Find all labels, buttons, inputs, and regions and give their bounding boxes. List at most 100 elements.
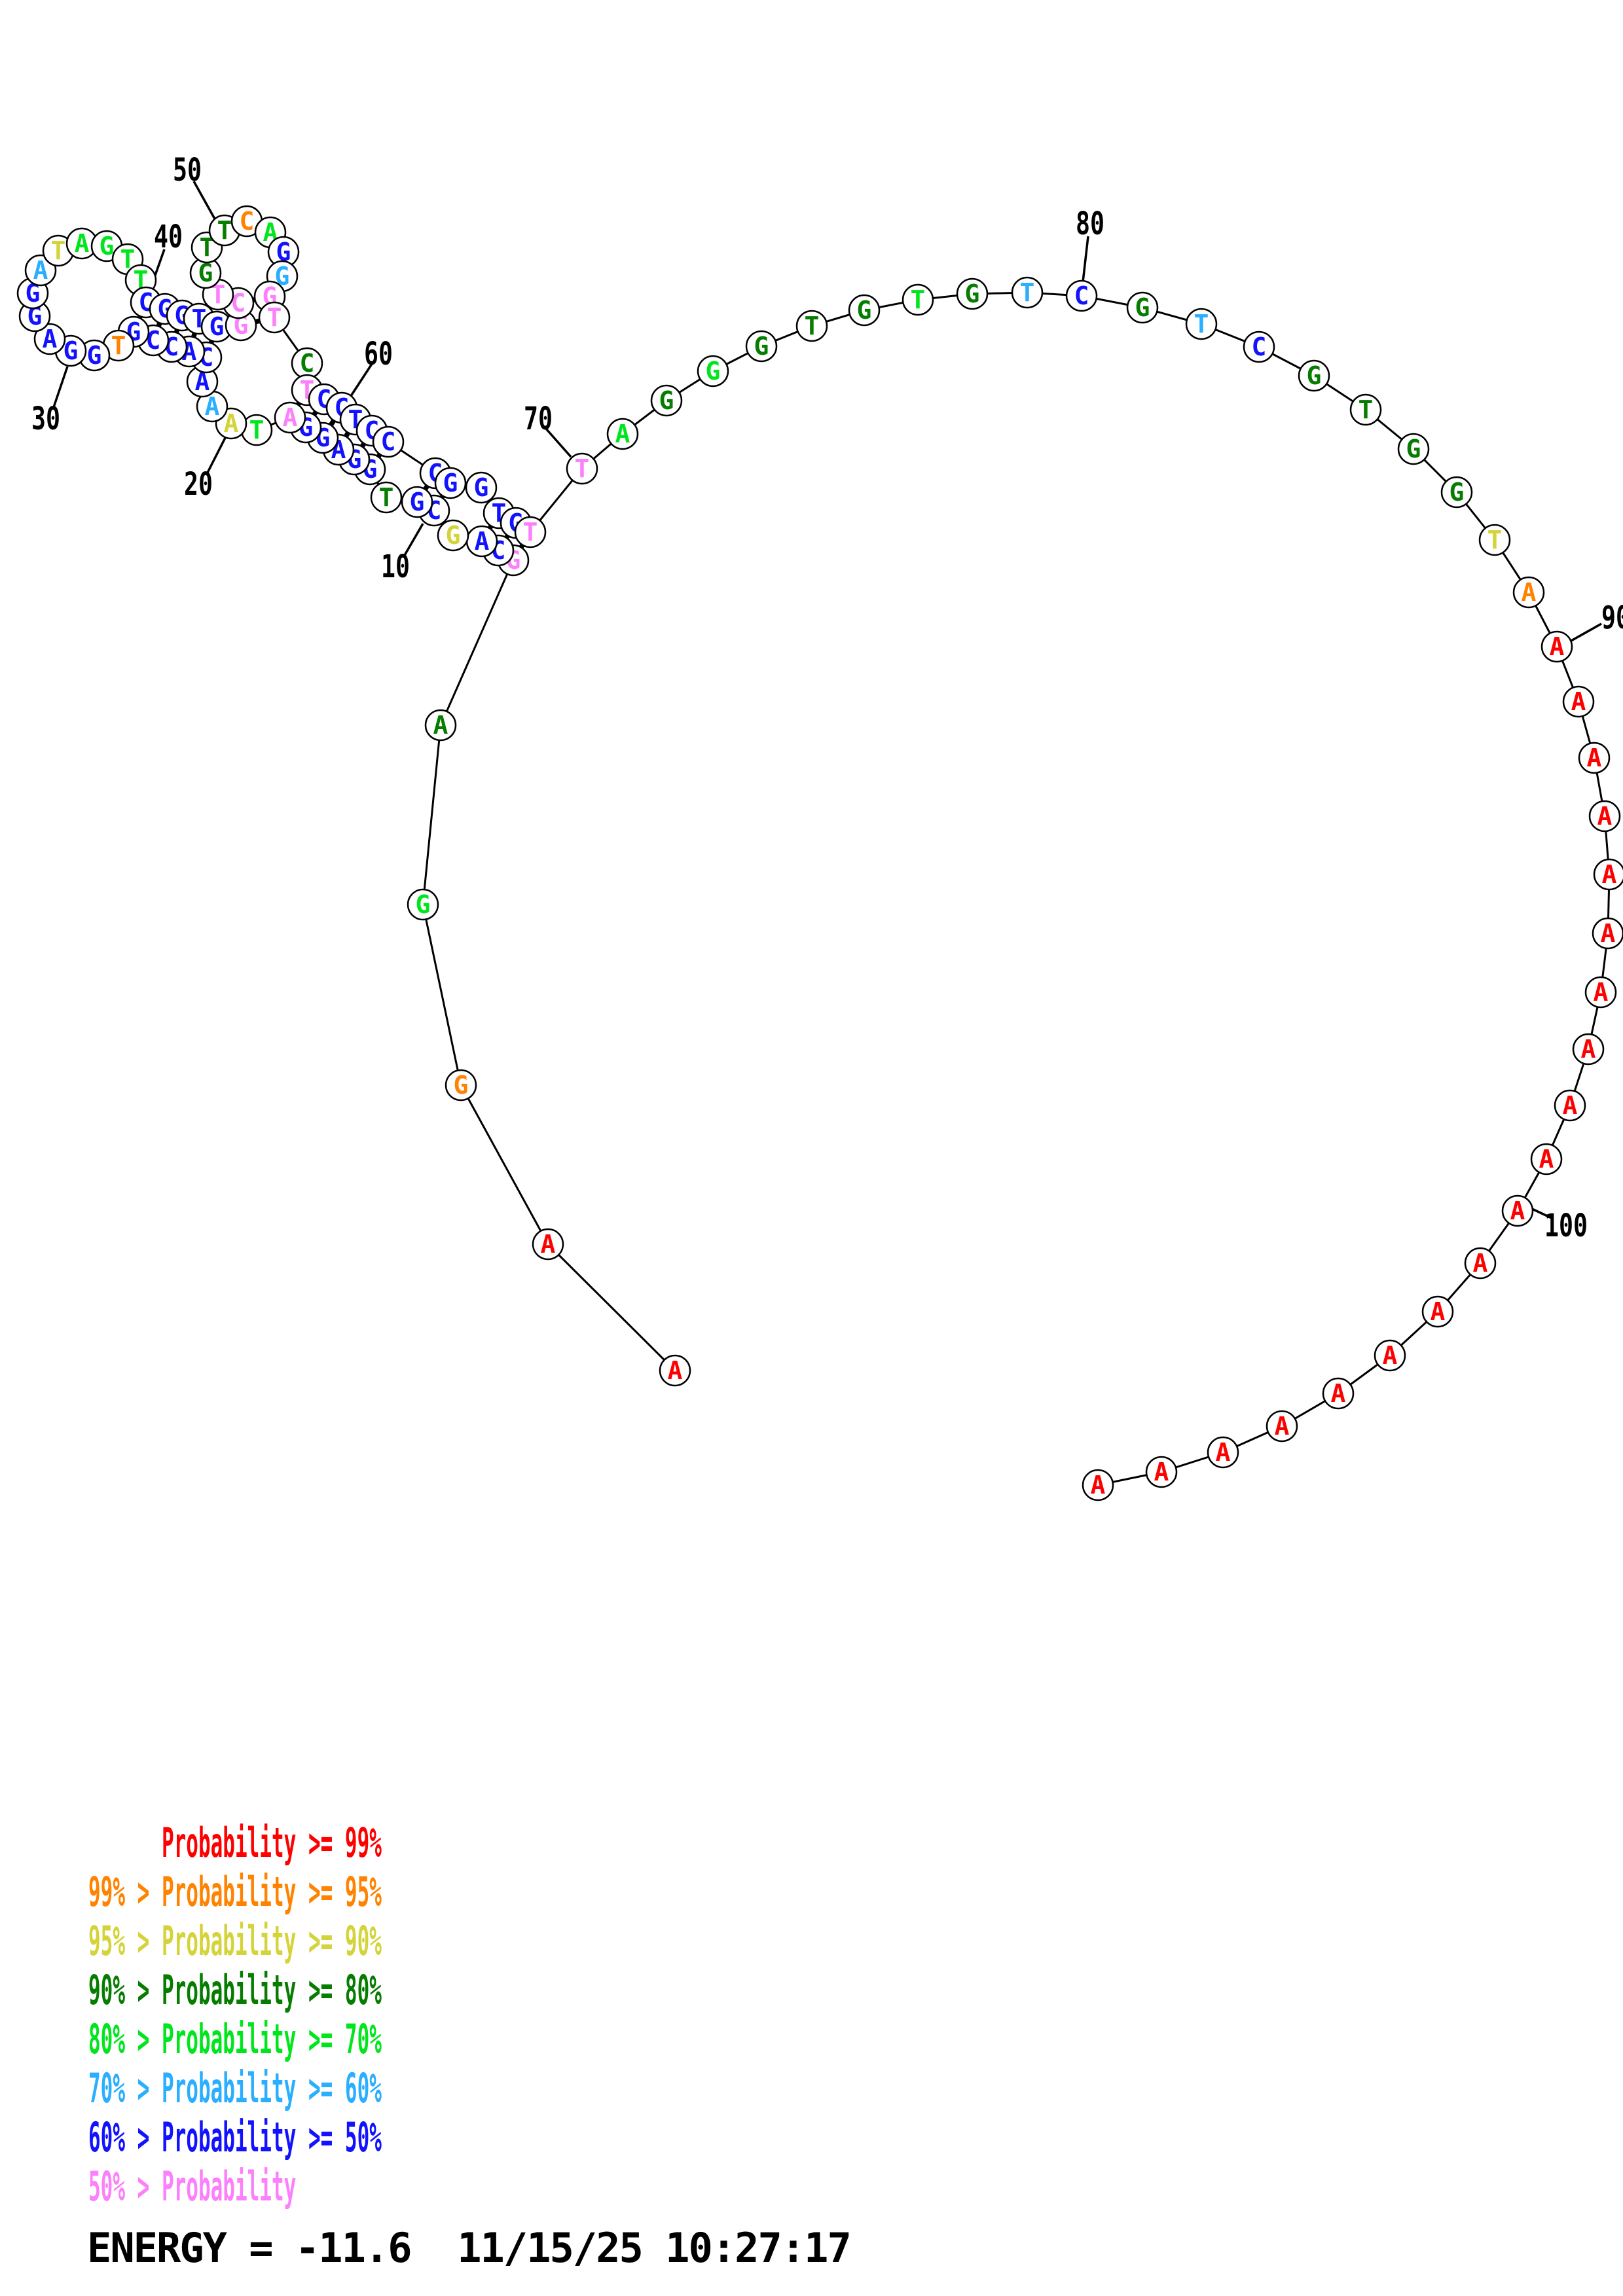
backbone-segment	[547, 1243, 676, 1372]
nucleotide-circle	[33, 323, 66, 355]
nucleotide-base-letter: A	[1587, 744, 1602, 772]
nucleotide-base-letter: G	[446, 521, 461, 550]
nucleotide-base-letter: G	[1406, 435, 1421, 463]
nucleotide-base-letter: T	[200, 233, 215, 262]
position-label-leader	[545, 427, 572, 458]
nucleotide-base-letter: G	[965, 279, 980, 308]
nucleotide-circle	[1126, 291, 1159, 324]
nucleotide-base-letter: A	[1522, 578, 1537, 607]
legend-row-70: 80% > Probability >= 70%	[88, 2015, 382, 2063]
nucleotide-base-letter: T	[1194, 310, 1209, 338]
nucleotide-base-letter: G	[100, 232, 115, 260]
nucleotide-circle	[1421, 1295, 1454, 1328]
nucleotide-circle	[1185, 308, 1218, 340]
nucleotide-circle	[1464, 1247, 1497, 1280]
nucleotide-base-letter: C	[381, 427, 396, 456]
nucleotide-base-letter: A	[224, 409, 239, 438]
position-label-leader	[1530, 1207, 1554, 1220]
nucleotide-circle	[532, 1228, 564, 1261]
nucleotide-base-letter: A	[75, 229, 90, 258]
nucleotide-circle	[1478, 524, 1511, 556]
nucleotide-base-letter: A	[615, 420, 630, 448]
nucleotide-circle	[514, 516, 547, 548]
nucleotide-base-letter: T	[1020, 278, 1035, 307]
nucleotide-circle	[372, 425, 405, 458]
nucleotide-circle	[1501, 1194, 1534, 1227]
nucleotide-circle	[1562, 685, 1595, 718]
nucleotide-circle	[1065, 279, 1098, 312]
nucleotide-base-letter: A	[1510, 1196, 1525, 1225]
nucleotide-circle	[1011, 276, 1044, 309]
position-label: 100	[1544, 1208, 1588, 1244]
nucleotide-base-letter: T	[111, 331, 126, 360]
nucleotide-circle	[1397, 433, 1430, 465]
nucleotide-base-letter: G	[1135, 293, 1150, 322]
nucleotide-circle	[258, 301, 291, 334]
position-label: 60	[364, 336, 393, 372]
legend-row-90: 95% > Probability >= 90%	[88, 1917, 382, 1965]
nucleotide-base-letter: A	[195, 367, 210, 396]
nucleotide-circle	[401, 486, 433, 518]
nucleotide-circle	[1530, 1143, 1563, 1175]
nucleotide-base-letter: G	[474, 473, 489, 502]
nucleotide-base-letter: G	[64, 336, 79, 365]
position-label: 20	[184, 466, 213, 503]
nucleotide-base-letter: A	[1563, 1091, 1578, 1120]
nucleotide-base-letter: G	[754, 332, 769, 361]
nucleotide-circle	[745, 330, 778, 363]
nucleotide-base-letter: T	[211, 280, 226, 309]
nucleotide-circle	[1298, 359, 1330, 392]
position-label: 70	[524, 401, 553, 437]
nucleotide-circle	[1374, 1339, 1406, 1372]
nucleotide-base-letter: G	[26, 279, 41, 308]
nucleotide-base-letter: G	[410, 488, 425, 516]
position-label: 90	[1601, 600, 1623, 636]
nucleotide-circle	[848, 294, 881, 327]
nucleotide-base-letter: G	[276, 238, 291, 266]
nucleotide-base-letter: A	[33, 256, 48, 285]
nucleotide-base-letter: A	[475, 527, 490, 556]
nucleotide-circle	[1584, 976, 1617, 1009]
nucleotide-base-letter: C	[300, 349, 315, 378]
nucleotide-base-letter: A	[1154, 1458, 1169, 1486]
position-label-leader	[403, 523, 424, 557]
nucleotide-base-letter: T	[575, 454, 590, 483]
nucleotide-base-letter: A	[1571, 687, 1586, 716]
nucleotide-circle	[1593, 858, 1623, 891]
nucleotide-base-letter: A	[1383, 1341, 1398, 1370]
position-label: 10	[381, 548, 410, 585]
legend-row-95: 99% > Probability >= 95%	[88, 1868, 382, 1916]
nucleotide-base-letter: G	[198, 259, 213, 287]
backbone-segment	[460, 1085, 549, 1245]
position-label-leader	[348, 363, 373, 399]
nucleotide-base-letter: C	[231, 289, 246, 317]
nucleotide-base-letter: A	[1597, 802, 1613, 831]
nucleotide-circle	[1592, 917, 1623, 950]
nucleotide-base-letter: A	[433, 711, 448, 740]
legend-row-60: 70% > Probability >= 60%	[88, 2064, 382, 2112]
nucleotide-base-letter: A	[1602, 860, 1617, 889]
nucleotide-circle	[1243, 331, 1275, 363]
nucleotide-base-letter: A	[1431, 1297, 1446, 1326]
nucleotide-circle	[370, 481, 403, 514]
nucleotide-base-letter: C	[1252, 332, 1267, 361]
nucleotide-circle	[1082, 1469, 1114, 1501]
nucleotide-circle	[274, 401, 306, 434]
nucleotide-base-letter: G	[1450, 478, 1465, 507]
nucleotide-base-letter: G	[454, 1071, 469, 1100]
nucleotide-circle	[1322, 1377, 1355, 1410]
nucleotide-circle	[795, 310, 828, 342]
position-label-leader	[1082, 236, 1089, 283]
nucleotide-base-letter: G	[857, 296, 872, 325]
position-label: 50	[173, 152, 202, 188]
nucleotide-circle	[465, 471, 498, 504]
nucleotide-circle	[424, 709, 457, 742]
nucleotide-circle	[407, 888, 439, 921]
position-label: 40	[154, 219, 183, 255]
nucleotide-base-letter: A	[1091, 1471, 1106, 1499]
nucleotide-circle	[1440, 476, 1473, 509]
nucleotide-base-letter: T	[120, 245, 136, 274]
energy-timestamp-line: ENERGY = -11.6 11/15/25 10:27:17	[87, 2224, 852, 2272]
